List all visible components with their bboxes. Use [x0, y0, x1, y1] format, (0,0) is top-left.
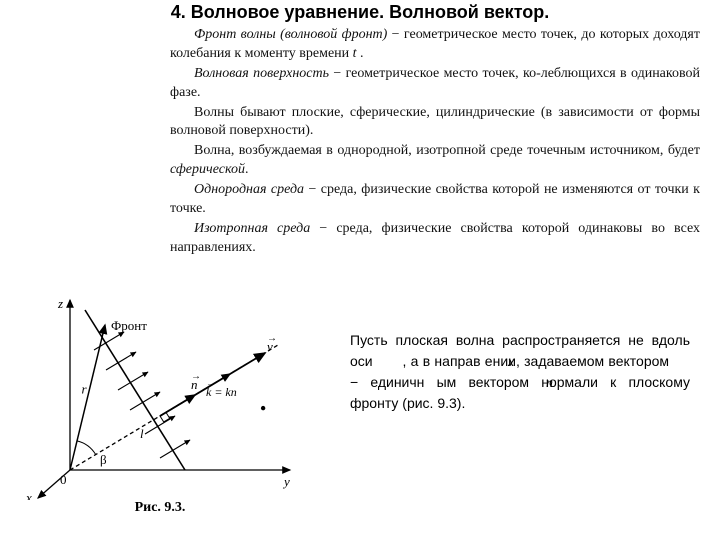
- term-spherical: сферической: [170, 162, 245, 177]
- svg-text:r: r: [82, 382, 88, 397]
- svg-text:z: z: [57, 296, 63, 311]
- inline-var-x: x: [508, 352, 514, 373]
- text: .: [245, 162, 249, 177]
- text: Волна, возбуждаемая в однородной, изотро…: [194, 143, 700, 158]
- svg-text:l: l: [140, 426, 144, 441]
- paragraph-isotropic: Изотропная среда − среда, физические сво…: [170, 220, 700, 258]
- definitions-block: Фронт волны (волновой фронт) − геометрич…: [170, 26, 700, 259]
- figure-caption: Рис. 9.3.: [10, 500, 310, 516]
- paragraph-wavefront: Фронт волны (волновой фронт) − геометрич…: [170, 26, 700, 64]
- text: .: [357, 46, 364, 61]
- paragraph-spherical: Волна, возбуждаемая в однородной, изотро…: [170, 142, 700, 180]
- inline-var-n: n: [546, 373, 553, 394]
- svg-text:0: 0: [60, 472, 67, 487]
- term-wave-surface: Волновая поверхность: [194, 66, 329, 81]
- page-title: 4. Волновое уравнение. Волновой вектор.: [0, 2, 720, 23]
- text: Пусть плоская волна распространяется не …: [350, 332, 690, 411]
- paragraph-wave-types: Волны бывают плоские, сферические, цилин…: [170, 104, 700, 142]
- svg-text:Фронт: Фронт: [111, 318, 147, 333]
- svg-text:→: →: [267, 333, 277, 344]
- paragraph-homogeneous: Однородная среда − среда, физические сво…: [170, 181, 700, 219]
- term-isotropic: Изотропная среда: [194, 221, 310, 236]
- lower-block: zyx0rln→k = kn→v→βФронт Рис. 9.3. Пусть …: [0, 290, 720, 540]
- svg-text:y: y: [282, 474, 290, 489]
- right-paragraph: Пусть плоская волна распространяется не …: [350, 330, 690, 414]
- svg-text:β: β: [100, 452, 107, 467]
- svg-text:→: →: [191, 371, 201, 382]
- term-homogeneous: Однородная среда: [194, 182, 304, 197]
- term-wavefront: Фронт волны (волновой фронт): [194, 27, 387, 42]
- figure-9-3: zyx0rln→k = kn→v→βФронт Рис. 9.3.: [10, 290, 310, 530]
- figure-svg: zyx0rln→k = kn→v→βФронт: [10, 290, 310, 500]
- paragraph-wave-surface: Волновая поверхность − геометрическое ме…: [170, 65, 700, 103]
- svg-text:x: x: [25, 490, 32, 500]
